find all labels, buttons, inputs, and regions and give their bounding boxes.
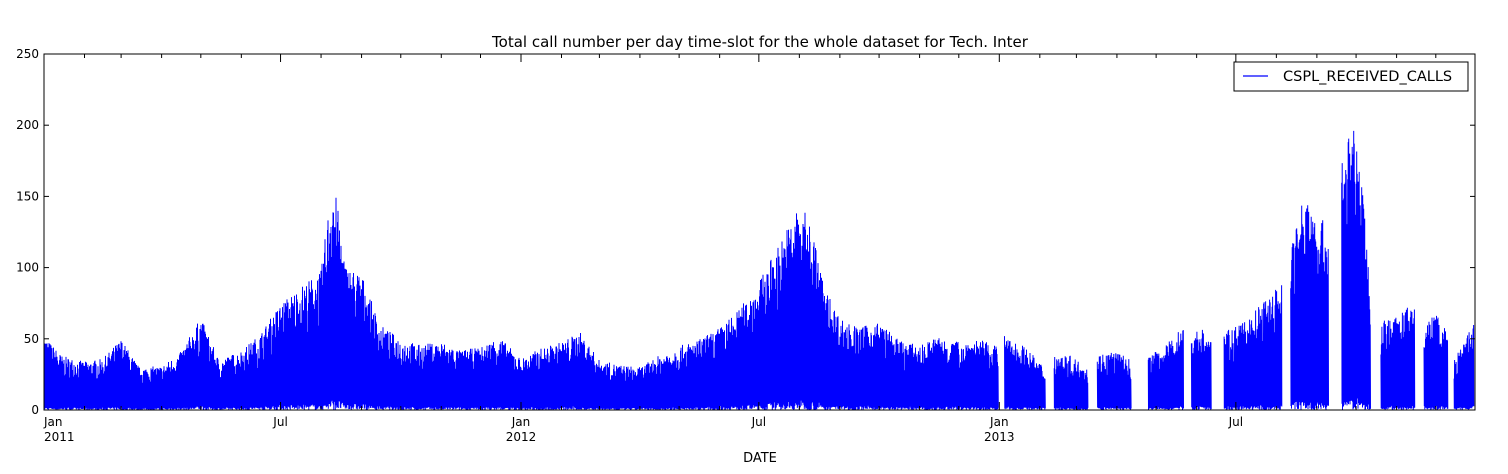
series-line-segment xyxy=(1380,307,1416,410)
y-tick-label: 100 xyxy=(16,261,39,275)
x-tick-label: Jul xyxy=(751,415,766,429)
series-line-segment xyxy=(1004,336,1046,410)
x-tick-sublabel: 2012 xyxy=(506,430,537,444)
series-line-segment xyxy=(1223,285,1283,411)
y-tick-label: 150 xyxy=(16,189,39,203)
series-layer xyxy=(43,130,1475,411)
series-line-segment xyxy=(1423,315,1449,410)
x-axis-label: DATE xyxy=(743,451,777,466)
series-line-segment xyxy=(1190,329,1212,411)
legend[interactable]: CSPL_RECEIVED_CALLS xyxy=(1233,61,1469,92)
y-tick-label: 200 xyxy=(16,118,39,132)
series-line-segment xyxy=(1053,355,1089,411)
x-tick-sublabel: 2013 xyxy=(984,430,1015,444)
legend-label: CSPL_RECEIVED_CALLS xyxy=(1283,69,1452,85)
series-line-segment xyxy=(1290,205,1329,410)
series-line-segment xyxy=(1453,324,1475,410)
legend-box xyxy=(1233,61,1469,92)
y-tick-label: 0 xyxy=(31,403,39,417)
x-tick-label: Jul xyxy=(272,415,287,429)
axes-frame xyxy=(43,53,1476,411)
chart-title: Total call number per day time-slot for … xyxy=(491,33,1029,51)
x-tick-label: Jan xyxy=(511,415,531,429)
y-tick-label: 50 xyxy=(24,332,39,346)
series-line-segment xyxy=(1096,352,1132,411)
x-tick-label: Jan xyxy=(989,415,1009,429)
series-line-segment xyxy=(1341,130,1371,411)
series-line-segment xyxy=(43,197,999,411)
series-line-segment xyxy=(1147,330,1184,410)
y-tick-label: 250 xyxy=(16,47,39,61)
x-tick-sublabel: 2011 xyxy=(44,430,75,444)
x-tick-label: Jul xyxy=(1228,415,1243,429)
x-tick-label: Jan xyxy=(43,415,63,429)
